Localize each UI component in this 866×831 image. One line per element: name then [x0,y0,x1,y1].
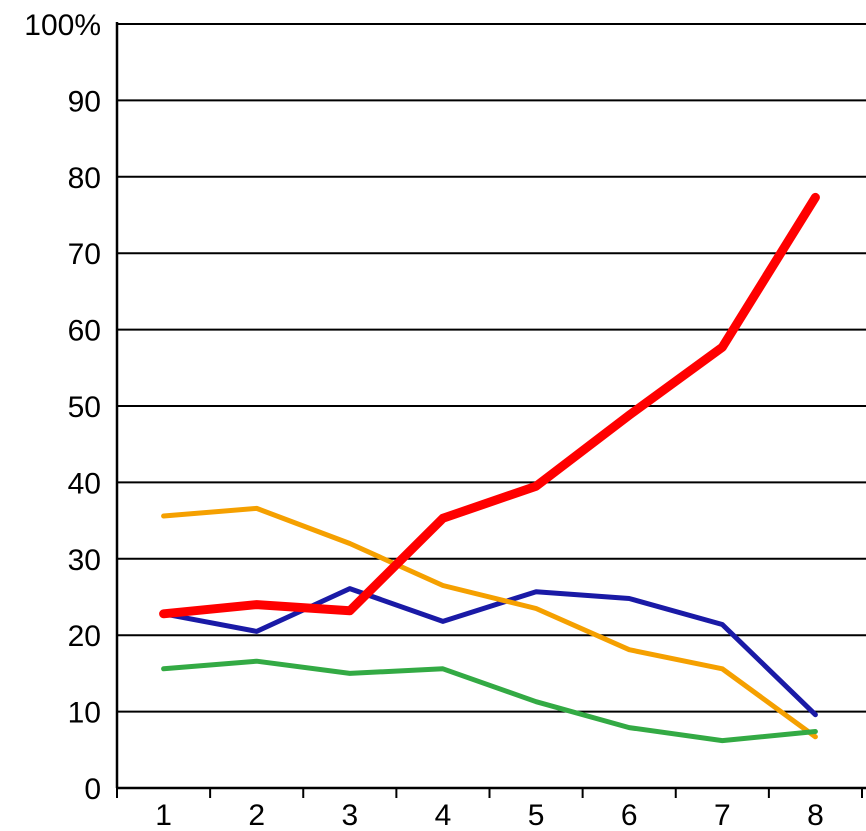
gridlines [117,23,866,713]
series-line-4 [161,658,818,744]
x-tick-label: 4 [435,799,452,831]
y-tick-label: 50 [68,391,101,424]
y-tick-labels: 0 10 20 30 40 50 60 70 80 90 100% [24,9,101,806]
y-tick-label: 40 [68,467,101,500]
y-tick-label: 20 [68,620,101,653]
y-tick-label: 90 [68,85,101,118]
x-tick-label: 3 [341,799,358,831]
y-tick-label: 70 [68,238,101,271]
y-tick-label: 100% [24,9,101,42]
x-tick-label: 1 [155,799,172,831]
x-tick-label: 8 [807,799,824,831]
y-tick-label: 80 [68,162,101,195]
x-tick-label: 2 [248,799,265,831]
series-line-1 [159,192,820,619]
x-tick-label: 6 [621,799,638,831]
y-tick-label: 10 [68,697,101,730]
y-tick-label: 60 [68,315,101,348]
x-tick-label: 7 [714,799,731,831]
series-lines [159,192,820,744]
x-tick-label: 5 [528,799,545,831]
y-tick-label: 0 [84,773,101,806]
y-tick-label: 30 [68,544,101,577]
axes [115,22,866,798]
series-line-3 [161,505,818,740]
x-tick-labels: 1 2 3 4 5 6 7 8 [155,799,824,831]
series-line-2 [161,586,818,718]
